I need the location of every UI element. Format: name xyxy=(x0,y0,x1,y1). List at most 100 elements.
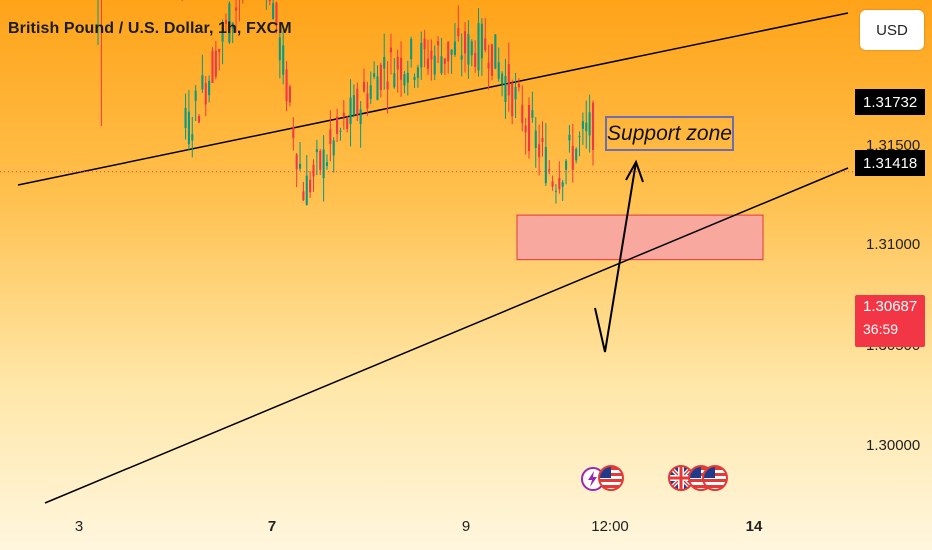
candle-body xyxy=(295,154,298,170)
candle-body xyxy=(538,144,541,158)
candle-body xyxy=(447,41,450,62)
support-zone-label: Support zone xyxy=(605,116,734,151)
candle-body xyxy=(521,104,524,124)
candle-body xyxy=(309,179,312,193)
candle-body xyxy=(282,45,285,75)
candle-body xyxy=(581,121,584,129)
candle-body xyxy=(298,163,302,169)
candle-body xyxy=(275,2,278,25)
candle-body xyxy=(541,137,544,143)
candle-body xyxy=(423,38,426,50)
candle-body xyxy=(268,0,271,2)
candle-body xyxy=(184,107,187,129)
candle-body xyxy=(292,126,295,139)
candle-body xyxy=(214,50,217,77)
candle-body xyxy=(514,87,517,100)
candle-body xyxy=(507,64,510,96)
time-label: 14 xyxy=(745,518,763,535)
time-label: 9 xyxy=(461,518,471,535)
candle-body xyxy=(487,62,490,69)
last-price-badge: 1.30687 36:59 xyxy=(855,295,925,347)
time-label: 3 xyxy=(74,518,84,535)
candle-body xyxy=(527,104,531,152)
candle-body xyxy=(591,102,595,151)
trendline-lower xyxy=(44,167,849,504)
candle-body xyxy=(494,34,497,69)
candle-body xyxy=(410,38,413,59)
last-price: 1.30687 xyxy=(863,298,918,315)
candle-body xyxy=(208,80,211,96)
target-zone xyxy=(516,214,764,261)
candle-body xyxy=(558,177,561,190)
time-label: 12:00 xyxy=(591,518,629,535)
candle-body xyxy=(534,130,537,149)
candle-body xyxy=(440,56,443,74)
candle-body xyxy=(386,81,389,90)
candle-body xyxy=(517,83,520,88)
currency-button[interactable]: USD xyxy=(860,10,924,50)
candle-body xyxy=(551,181,554,187)
candle-body xyxy=(511,82,514,117)
candle-body xyxy=(480,23,483,59)
candle-body xyxy=(457,27,460,37)
us-flag-icon[interactable] xyxy=(598,465,624,491)
candle-body xyxy=(484,38,487,51)
candle-body xyxy=(403,74,406,86)
candle-body xyxy=(568,134,571,141)
candle-body xyxy=(413,76,416,80)
candle-body xyxy=(490,44,494,76)
candle-body xyxy=(588,112,591,136)
candle-body xyxy=(453,41,456,55)
candle-body xyxy=(497,62,500,79)
candle-body xyxy=(187,111,190,145)
candle-body xyxy=(578,136,581,138)
price-label: 1.31500 xyxy=(866,137,921,154)
candle-body xyxy=(544,146,547,184)
candle-body xyxy=(373,73,376,77)
us-flag-icon[interactable] xyxy=(702,465,728,491)
candle-body xyxy=(400,57,403,80)
candle-body xyxy=(379,64,382,90)
candle-body xyxy=(356,88,359,116)
candle-body xyxy=(369,85,372,99)
candle-body xyxy=(332,140,335,156)
candle-body xyxy=(548,169,551,171)
candle-body xyxy=(325,162,329,166)
candle-body xyxy=(278,37,281,61)
candle-body xyxy=(194,90,197,101)
projection-arrowhead xyxy=(625,159,644,183)
candle-body xyxy=(450,49,453,55)
candle-body xyxy=(272,3,275,20)
candle-body xyxy=(504,76,507,102)
candle-body xyxy=(477,23,480,71)
candle-body xyxy=(359,109,362,125)
candle-body xyxy=(389,47,393,53)
candle-body xyxy=(204,82,207,105)
currency-label: USD xyxy=(876,21,908,39)
candle-body xyxy=(383,56,386,69)
price-tag-upper: 1.31732 xyxy=(855,89,925,115)
candle-body xyxy=(524,125,527,133)
candle-body xyxy=(561,182,564,187)
candle-body xyxy=(406,72,409,83)
candle-body xyxy=(319,150,322,170)
candle-body xyxy=(221,27,224,42)
candle-body xyxy=(201,75,204,90)
candle-body xyxy=(322,149,325,179)
candle-body xyxy=(467,34,470,65)
candle-body xyxy=(339,130,342,132)
candle-body xyxy=(197,116,201,123)
candle-body xyxy=(430,50,433,60)
candle-body xyxy=(336,116,339,134)
candle-body xyxy=(416,67,419,78)
candle-body xyxy=(426,58,430,69)
candle-body xyxy=(315,149,318,153)
candle-body xyxy=(396,56,399,70)
candle-body xyxy=(501,73,504,85)
bar-countdown: 36:59 xyxy=(863,321,899,337)
candle-body xyxy=(565,160,568,170)
candle-body xyxy=(211,51,214,83)
candle-body xyxy=(285,69,288,102)
